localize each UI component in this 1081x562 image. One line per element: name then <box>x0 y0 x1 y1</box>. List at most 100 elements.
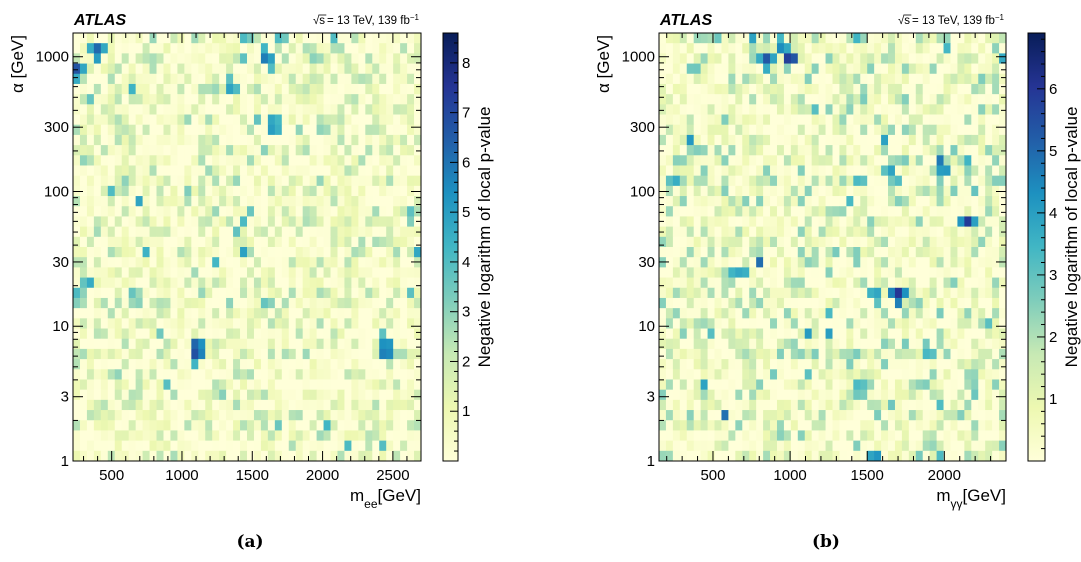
heatmap-cell <box>915 369 924 380</box>
heatmap-cell <box>714 420 722 431</box>
heatmap-cell <box>295 369 304 380</box>
heatmap-cell <box>867 318 875 329</box>
heatmap-cell <box>672 410 681 421</box>
heatmap-cell <box>943 73 951 85</box>
heatmap-cell <box>121 114 130 126</box>
heatmap-cell <box>295 308 304 319</box>
heatmap-cell <box>107 114 116 126</box>
heatmap-cell <box>309 247 317 258</box>
heatmap-cell <box>901 53 910 64</box>
heatmap-cell <box>943 226 951 238</box>
heatmap-cell <box>240 410 248 421</box>
heatmap-cell <box>853 267 861 278</box>
heatmap-cell <box>163 114 171 126</box>
heatmap-cell <box>936 83 944 95</box>
heatmap-cell <box>707 277 715 289</box>
heatmap-cell <box>400 124 408 136</box>
y-tick-label: 30 <box>638 254 655 271</box>
heatmap-cell <box>212 359 220 370</box>
heatmap-cell <box>219 216 227 228</box>
heatmap-cell <box>330 165 338 177</box>
heatmap-cell <box>797 216 806 228</box>
heatmap-cell <box>888 155 896 166</box>
heatmap-cell <box>742 94 750 105</box>
heatmap-cell <box>288 196 297 207</box>
heatmap-cell <box>999 450 1007 462</box>
heatmap-cell <box>950 440 958 452</box>
heatmap-cell <box>894 216 903 228</box>
heatmap-cell <box>267 297 276 309</box>
heatmap-cell <box>693 308 702 319</box>
heatmap-cell <box>749 114 757 126</box>
heatmap-cell <box>149 399 157 411</box>
heatmap-cell <box>73 308 81 319</box>
heatmap-cell <box>267 216 276 228</box>
heatmap-cell <box>219 236 227 248</box>
heatmap-cell <box>763 318 771 329</box>
heatmap-cell <box>309 83 317 95</box>
heatmap-cell <box>707 206 715 217</box>
heatmap-cell <box>839 297 847 309</box>
heatmap-cell <box>247 257 255 268</box>
heatmap-cell <box>867 277 875 289</box>
heatmap-cell <box>665 308 674 319</box>
heatmap-cell <box>170 308 178 319</box>
heatmap-cell <box>999 328 1007 340</box>
heatmap-cell <box>818 379 826 391</box>
heatmap-cell <box>107 53 116 64</box>
heatmap-cell <box>400 53 408 64</box>
heatmap-cell <box>281 124 290 136</box>
heatmap-cell <box>686 430 695 442</box>
heatmap-cell <box>888 430 896 442</box>
heatmap-cell <box>73 267 81 278</box>
heatmap-cell <box>929 379 937 391</box>
heatmap-cell <box>226 410 234 421</box>
heatmap-cell <box>659 43 667 54</box>
heatmap-cell <box>964 216 972 228</box>
heatmap-cell <box>999 196 1007 207</box>
heatmap-cell <box>267 124 276 136</box>
heatmap-cell <box>659 104 667 115</box>
heatmap-cell <box>894 94 903 105</box>
heatmap-cell <box>302 308 311 319</box>
heatmap-cell <box>825 399 833 411</box>
heatmap-cell <box>756 308 764 319</box>
heatmap-cell <box>735 63 743 75</box>
heatmap-cell <box>686 379 695 391</box>
heatmap-cell <box>191 369 199 380</box>
heatmap-cell <box>156 267 164 278</box>
heatmap-cell <box>379 196 387 207</box>
heatmap-cell <box>971 206 979 217</box>
heatmap-cell <box>742 196 750 207</box>
heatmap-cell <box>700 165 708 177</box>
heatmap-cell <box>742 359 750 370</box>
heatmap-cell <box>763 338 771 350</box>
heatmap-cell <box>344 175 352 187</box>
heatmap-cell <box>142 206 150 217</box>
heatmap-cell <box>742 420 750 431</box>
heatmap-cell <box>950 338 958 350</box>
heatmap-cell <box>337 379 345 391</box>
heatmap-cell <box>901 33 910 44</box>
heatmap-cell <box>790 359 799 370</box>
heatmap-cell <box>114 185 123 197</box>
heatmap-cell <box>839 216 847 228</box>
heatmap-cell <box>316 440 324 452</box>
heatmap-cell <box>323 175 331 187</box>
heatmap-cell <box>170 257 178 268</box>
heatmap-cell <box>281 338 290 350</box>
heatmap-cell <box>659 348 667 360</box>
heatmap-cell <box>184 165 192 177</box>
heatmap-cell <box>749 399 757 411</box>
heatmap-cell <box>797 257 806 268</box>
heatmap-cell <box>776 63 785 75</box>
heatmap-cell <box>999 134 1007 146</box>
heatmap-cell <box>700 226 708 238</box>
heatmap-cell <box>86 104 95 115</box>
heatmap-cell <box>177 145 185 156</box>
heatmap-cell <box>770 185 778 197</box>
heatmap-cell <box>142 196 150 207</box>
heatmap-cell <box>853 165 861 177</box>
heatmap-cell <box>679 196 688 207</box>
heatmap-cell <box>233 328 241 340</box>
